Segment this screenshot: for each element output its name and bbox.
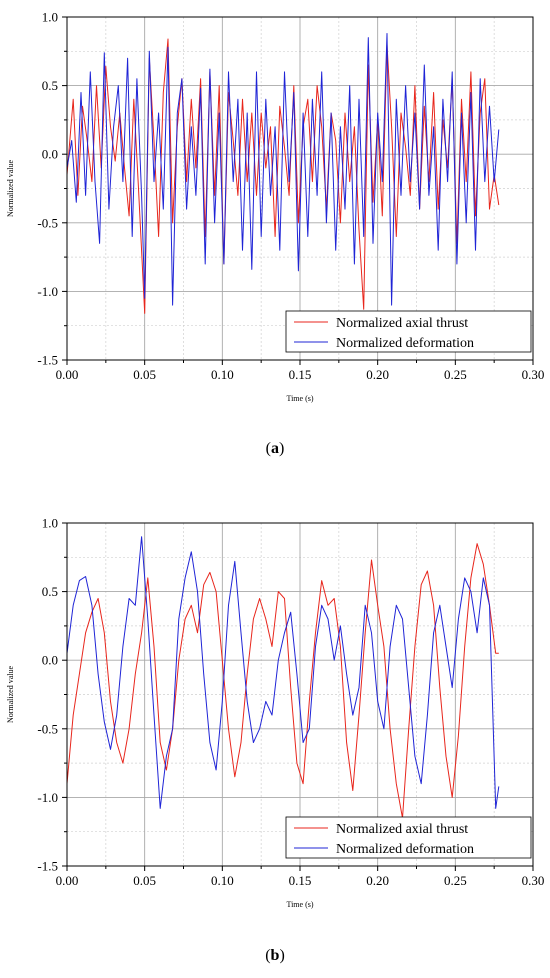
chart-b-series-deformation-line bbox=[66, 536, 500, 809]
chart-b-legend-label-axial-thrust: Normalized axial thrust bbox=[336, 822, 468, 837]
chart-b-y-tick-label: -0.5 bbox=[37, 721, 58, 736]
chart-a-legend-box bbox=[285, 310, 532, 353]
caption-a: (a) bbox=[265, 440, 285, 457]
chart-a-x-tick-label: 0.00 bbox=[56, 367, 79, 382]
chart-a-x-axis-label: Time (s) bbox=[286, 394, 313, 403]
chart-b-y-tick-label: 1.0 bbox=[42, 516, 58, 531]
chart-a-y-tick-label: 1.0 bbox=[42, 10, 58, 25]
chart-b-y-axis-label: Normalized value bbox=[6, 666, 15, 724]
chart-b-x-tick-label: 0.25 bbox=[444, 873, 467, 888]
chart-a-x-tick-label: 0.10 bbox=[211, 367, 234, 382]
chart-b-legend-box bbox=[285, 816, 532, 859]
chart-b-x-tick-label: 0.00 bbox=[56, 873, 79, 888]
caption-b-letter: b bbox=[270, 947, 280, 964]
chart-b-x-axis-label: Time (s) bbox=[286, 900, 313, 909]
caption-b: (b) bbox=[265, 947, 285, 964]
chart-a-legend-label-axial-thrust: Normalized axial thrust bbox=[336, 316, 468, 331]
chart-a-x-tick-label: 0.25 bbox=[444, 367, 467, 382]
chart-b-legend-label-deformation: Normalized deformation bbox=[336, 842, 474, 857]
chart-b-x-tick-label: 0.10 bbox=[211, 873, 234, 888]
chart-a-series-axial-thrust-line bbox=[66, 38, 500, 314]
chart-a-x-tick-label: 0.20 bbox=[366, 367, 389, 382]
chart-b-x-tick-label: 0.05 bbox=[133, 873, 156, 888]
chart-a-y-tick-label: 0.0 bbox=[42, 147, 58, 162]
chart-b-y-tick-label: -1.0 bbox=[37, 790, 58, 805]
chart-a-x-tick-label: 0.30 bbox=[522, 367, 545, 382]
chart-b-x-tick-label: 0.20 bbox=[366, 873, 389, 888]
chart-a-y-tick-label: -1.5 bbox=[37, 353, 58, 368]
chart-b-x-tick-label: 0.30 bbox=[522, 873, 545, 888]
chart-b-y-tick-label: 0.0 bbox=[42, 653, 58, 668]
chart-b-x-tick-label: 0.15 bbox=[289, 873, 312, 888]
chart-a-y-tick-label: -0.5 bbox=[37, 215, 58, 230]
chart-b-series-axial-thrust-line bbox=[66, 543, 499, 819]
chart-a-svg: 0.00 0.05 0.10 0.15 0.20 0.25 0.30 1.0 0.5 0.0 -0.… bbox=[6, 10, 545, 404]
caption-a-letter: a bbox=[271, 440, 279, 457]
chart-a: 0.00 0.05 0.10 0.15 0.20 0.25 0.30 1.0 0.5 0.0 -0.… bbox=[0, 0, 550, 470]
chart-a-y-tick-label: -1.0 bbox=[37, 284, 58, 299]
chart-a-x-tick-label: 0.05 bbox=[133, 367, 156, 382]
chart-a-legend-label-deformation: Normalized deformation bbox=[336, 336, 474, 351]
chart-a-series-deformation-line bbox=[66, 33, 500, 306]
chart-b: 0.00 0.05 0.10 0.15 0.20 0.25 0.30 1.0 0.5 0.0 -0.… bbox=[0, 506, 550, 978]
chart-b-y-tick-label: 0.5 bbox=[42, 584, 58, 599]
chart-b-svg: 0.00 0.05 0.10 0.15 0.20 0.25 0.30 1.0 0.5 0.0 -0.… bbox=[6, 516, 545, 910]
chart-a-y-axis-label: Normalized value bbox=[6, 160, 15, 218]
chart-a-x-tick-label: 0.15 bbox=[289, 367, 312, 382]
chart-a-y-tick-label: 0.5 bbox=[42, 78, 58, 93]
chart-b-y-tick-label: -1.5 bbox=[37, 859, 58, 874]
